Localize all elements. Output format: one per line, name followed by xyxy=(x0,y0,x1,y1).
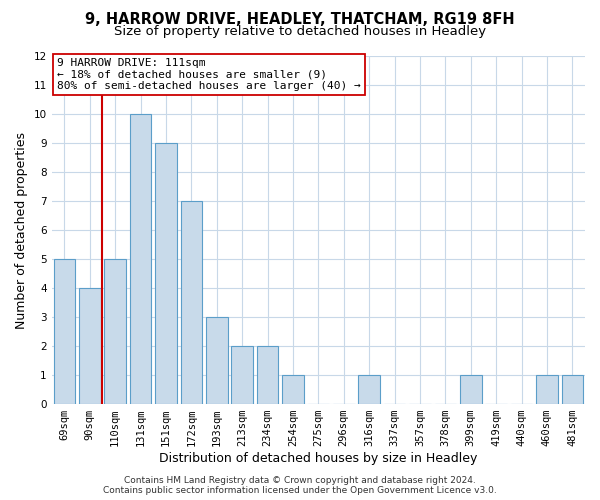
Bar xyxy=(155,144,177,404)
Bar xyxy=(460,375,482,404)
Bar xyxy=(536,375,557,404)
Bar xyxy=(358,375,380,404)
Text: 9, HARROW DRIVE, HEADLEY, THATCHAM, RG19 8FH: 9, HARROW DRIVE, HEADLEY, THATCHAM, RG19… xyxy=(85,12,515,28)
Bar xyxy=(181,202,202,404)
Text: Size of property relative to detached houses in Headley: Size of property relative to detached ho… xyxy=(114,25,486,38)
Bar xyxy=(257,346,278,404)
Text: Contains HM Land Registry data © Crown copyright and database right 2024.
Contai: Contains HM Land Registry data © Crown c… xyxy=(103,476,497,495)
Bar xyxy=(282,375,304,404)
Text: 9 HARROW DRIVE: 111sqm
← 18% of detached houses are smaller (9)
80% of semi-deta: 9 HARROW DRIVE: 111sqm ← 18% of detached… xyxy=(57,58,361,92)
Y-axis label: Number of detached properties: Number of detached properties xyxy=(15,132,28,329)
Bar xyxy=(79,288,101,404)
Bar xyxy=(130,114,151,404)
Bar xyxy=(206,317,227,404)
Bar xyxy=(562,375,583,404)
Bar xyxy=(104,260,126,404)
Bar xyxy=(53,260,75,404)
X-axis label: Distribution of detached houses by size in Headley: Distribution of detached houses by size … xyxy=(159,452,478,465)
Bar xyxy=(232,346,253,404)
